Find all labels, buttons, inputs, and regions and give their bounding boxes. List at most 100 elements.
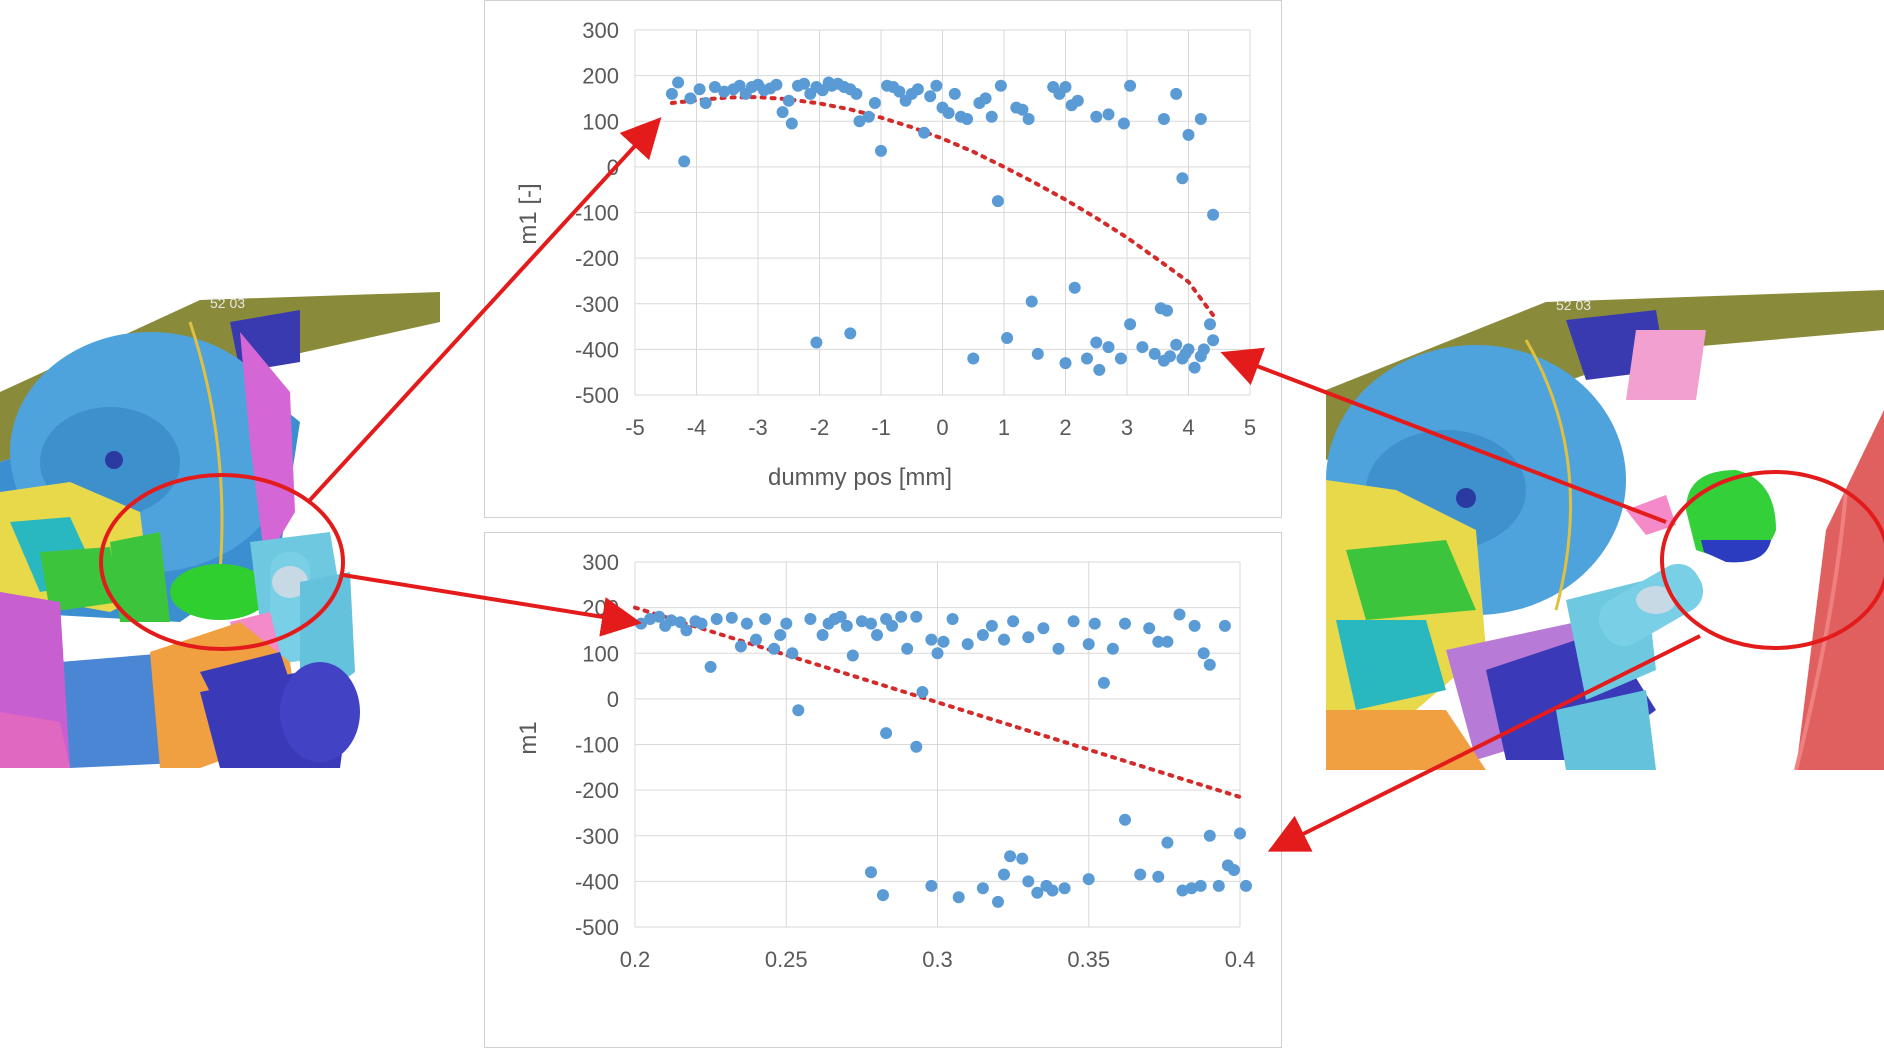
data-point (680, 624, 693, 637)
y-tick-label: 100 (582, 109, 619, 134)
data-point (1106, 642, 1119, 655)
data-point (1022, 875, 1035, 888)
y-tick-label: -300 (575, 292, 619, 317)
top-y-axis-label: m1 [-] (515, 183, 542, 244)
data-point (1102, 341, 1115, 354)
data-point (901, 642, 914, 655)
data-point (1207, 208, 1220, 221)
y-tick-label: -300 (575, 824, 619, 849)
data-point (710, 613, 723, 625)
data-point (976, 882, 989, 895)
data-point (740, 617, 753, 630)
data-point (985, 619, 998, 632)
data-point (1234, 827, 1246, 840)
data-point (684, 92, 697, 105)
data-point (1148, 347, 1161, 360)
bottom-y-axis-label: m1 (515, 721, 542, 754)
data-point (1152, 635, 1165, 648)
data-point (1152, 870, 1165, 883)
data-point (1058, 882, 1071, 895)
data-point (1170, 87, 1183, 100)
right-simulation-render: 52 03 (1326, 290, 1884, 770)
data-point (1164, 350, 1176, 363)
data-point (910, 610, 923, 623)
data-point (1088, 617, 1101, 630)
x-tick-label: 0 (936, 415, 948, 440)
x-tick-label: -4 (687, 415, 707, 440)
data-point (1240, 879, 1252, 892)
y-tick-label: 300 (582, 18, 619, 43)
trendline-path (633, 605, 1242, 799)
data-point (850, 87, 863, 100)
data-point (750, 633, 762, 646)
data-point (1194, 879, 1207, 892)
data-point (925, 879, 938, 892)
data-point (875, 144, 887, 157)
data-point (952, 891, 965, 904)
data-point (665, 87, 678, 100)
x-tick-label: 3 (1121, 415, 1133, 440)
data-point (1134, 868, 1147, 881)
data-point (931, 647, 944, 660)
data-point (792, 704, 805, 717)
data-point (1082, 638, 1095, 651)
data-point (780, 617, 793, 630)
data-point (1185, 882, 1198, 895)
data-point (1090, 336, 1103, 349)
y-tick-label: 0 (607, 687, 619, 712)
y-tick-label: -500 (575, 383, 619, 408)
data-point (1022, 113, 1035, 125)
data-point (768, 642, 781, 655)
data-point (816, 629, 829, 641)
data-point (1059, 357, 1072, 370)
data-point (1212, 879, 1225, 892)
data-point (704, 660, 717, 673)
data-point (1203, 829, 1216, 842)
data-point (1046, 884, 1059, 897)
data-point (734, 640, 747, 653)
data-point (1173, 608, 1186, 621)
data-point (871, 629, 883, 641)
data-point (855, 615, 868, 628)
right-render-stamp: 52 03 (1556, 297, 1591, 313)
data-point (1228, 864, 1240, 876)
data-point (868, 97, 881, 109)
data-point (1161, 304, 1173, 317)
data-point (786, 647, 799, 660)
data-point (948, 87, 961, 100)
y-tick-label: 200 (582, 596, 619, 621)
data-point (798, 77, 811, 90)
data-point (985, 110, 998, 123)
data-point (776, 106, 789, 119)
data-point (1170, 338, 1183, 351)
data-point (653, 610, 666, 623)
data-point (893, 85, 906, 98)
data-point (1218, 619, 1231, 632)
data-point (1204, 318, 1216, 331)
data-point (693, 83, 706, 96)
data-point (877, 889, 889, 902)
data-point (1161, 836, 1174, 849)
data-point (1188, 619, 1201, 632)
data-point (846, 649, 859, 662)
y-tick-label: -500 (575, 915, 619, 940)
x-tick-label: 0.4 (1225, 947, 1256, 972)
x-tick-label: -2 (810, 415, 830, 440)
data-point (1203, 658, 1216, 671)
data-point (961, 638, 974, 651)
bottom-chart-grid (634, 561, 1241, 928)
data-point (733, 79, 746, 92)
data-point (785, 117, 798, 130)
data-point (1068, 281, 1081, 294)
data-point (695, 617, 708, 630)
left-render-image: 52 03 (0, 292, 440, 768)
y-tick-label: -100 (575, 733, 619, 758)
x-tick-label: 0.25 (765, 947, 808, 972)
data-point (865, 866, 877, 879)
data-point (1001, 332, 1014, 344)
data-point (1052, 642, 1065, 655)
data-point (925, 633, 938, 646)
data-point (1124, 318, 1137, 331)
data-point (770, 78, 783, 91)
data-point (1102, 108, 1115, 121)
